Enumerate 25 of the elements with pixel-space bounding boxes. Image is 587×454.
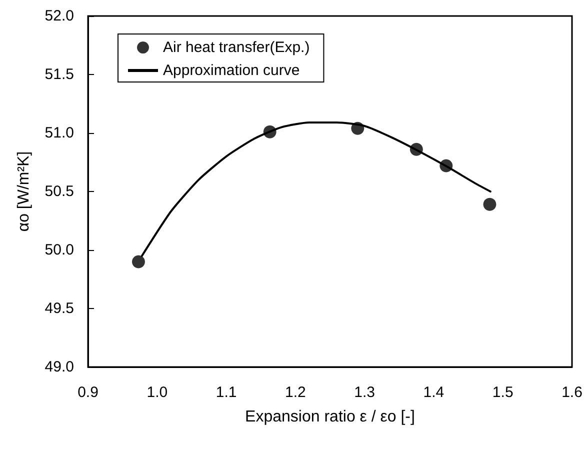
point (132, 255, 145, 268)
point (351, 122, 364, 135)
point (483, 198, 496, 211)
x-tick-label: 1.0 (146, 384, 168, 401)
x-tick-label: 1.6 (562, 384, 582, 401)
y-tick-label: 51.5 (44, 66, 74, 83)
y-tick-label: 52.0 (44, 8, 74, 24)
y-axis-title: αo [W/m²K] (16, 151, 32, 232)
y-tick-label: 50.5 (44, 183, 74, 200)
x-tick-label: 0.9 (78, 384, 98, 401)
legend-label: Air heat transfer(Exp.) (163, 39, 310, 56)
x-tick-label: 1.1 (216, 384, 237, 401)
x-axis-title: Expansion ratio ε / εo [-] (245, 408, 415, 426)
x-tick-label: 1.5 (492, 384, 514, 401)
x-tick-label: 1.3 (354, 384, 375, 401)
legend-label: Approximation curve (163, 62, 300, 79)
y-tick-label: 49.5 (44, 300, 74, 317)
y-tick-label: 49.0 (44, 358, 74, 376)
y-tick-label: 51.0 (44, 124, 74, 142)
point (440, 159, 453, 172)
point (410, 142, 423, 156)
x-tick-label: 1.4 (423, 384, 444, 401)
point (263, 125, 276, 138)
x-tick-label: 1.2 (285, 384, 306, 401)
y-tick-label: 50.0 (44, 242, 74, 258)
